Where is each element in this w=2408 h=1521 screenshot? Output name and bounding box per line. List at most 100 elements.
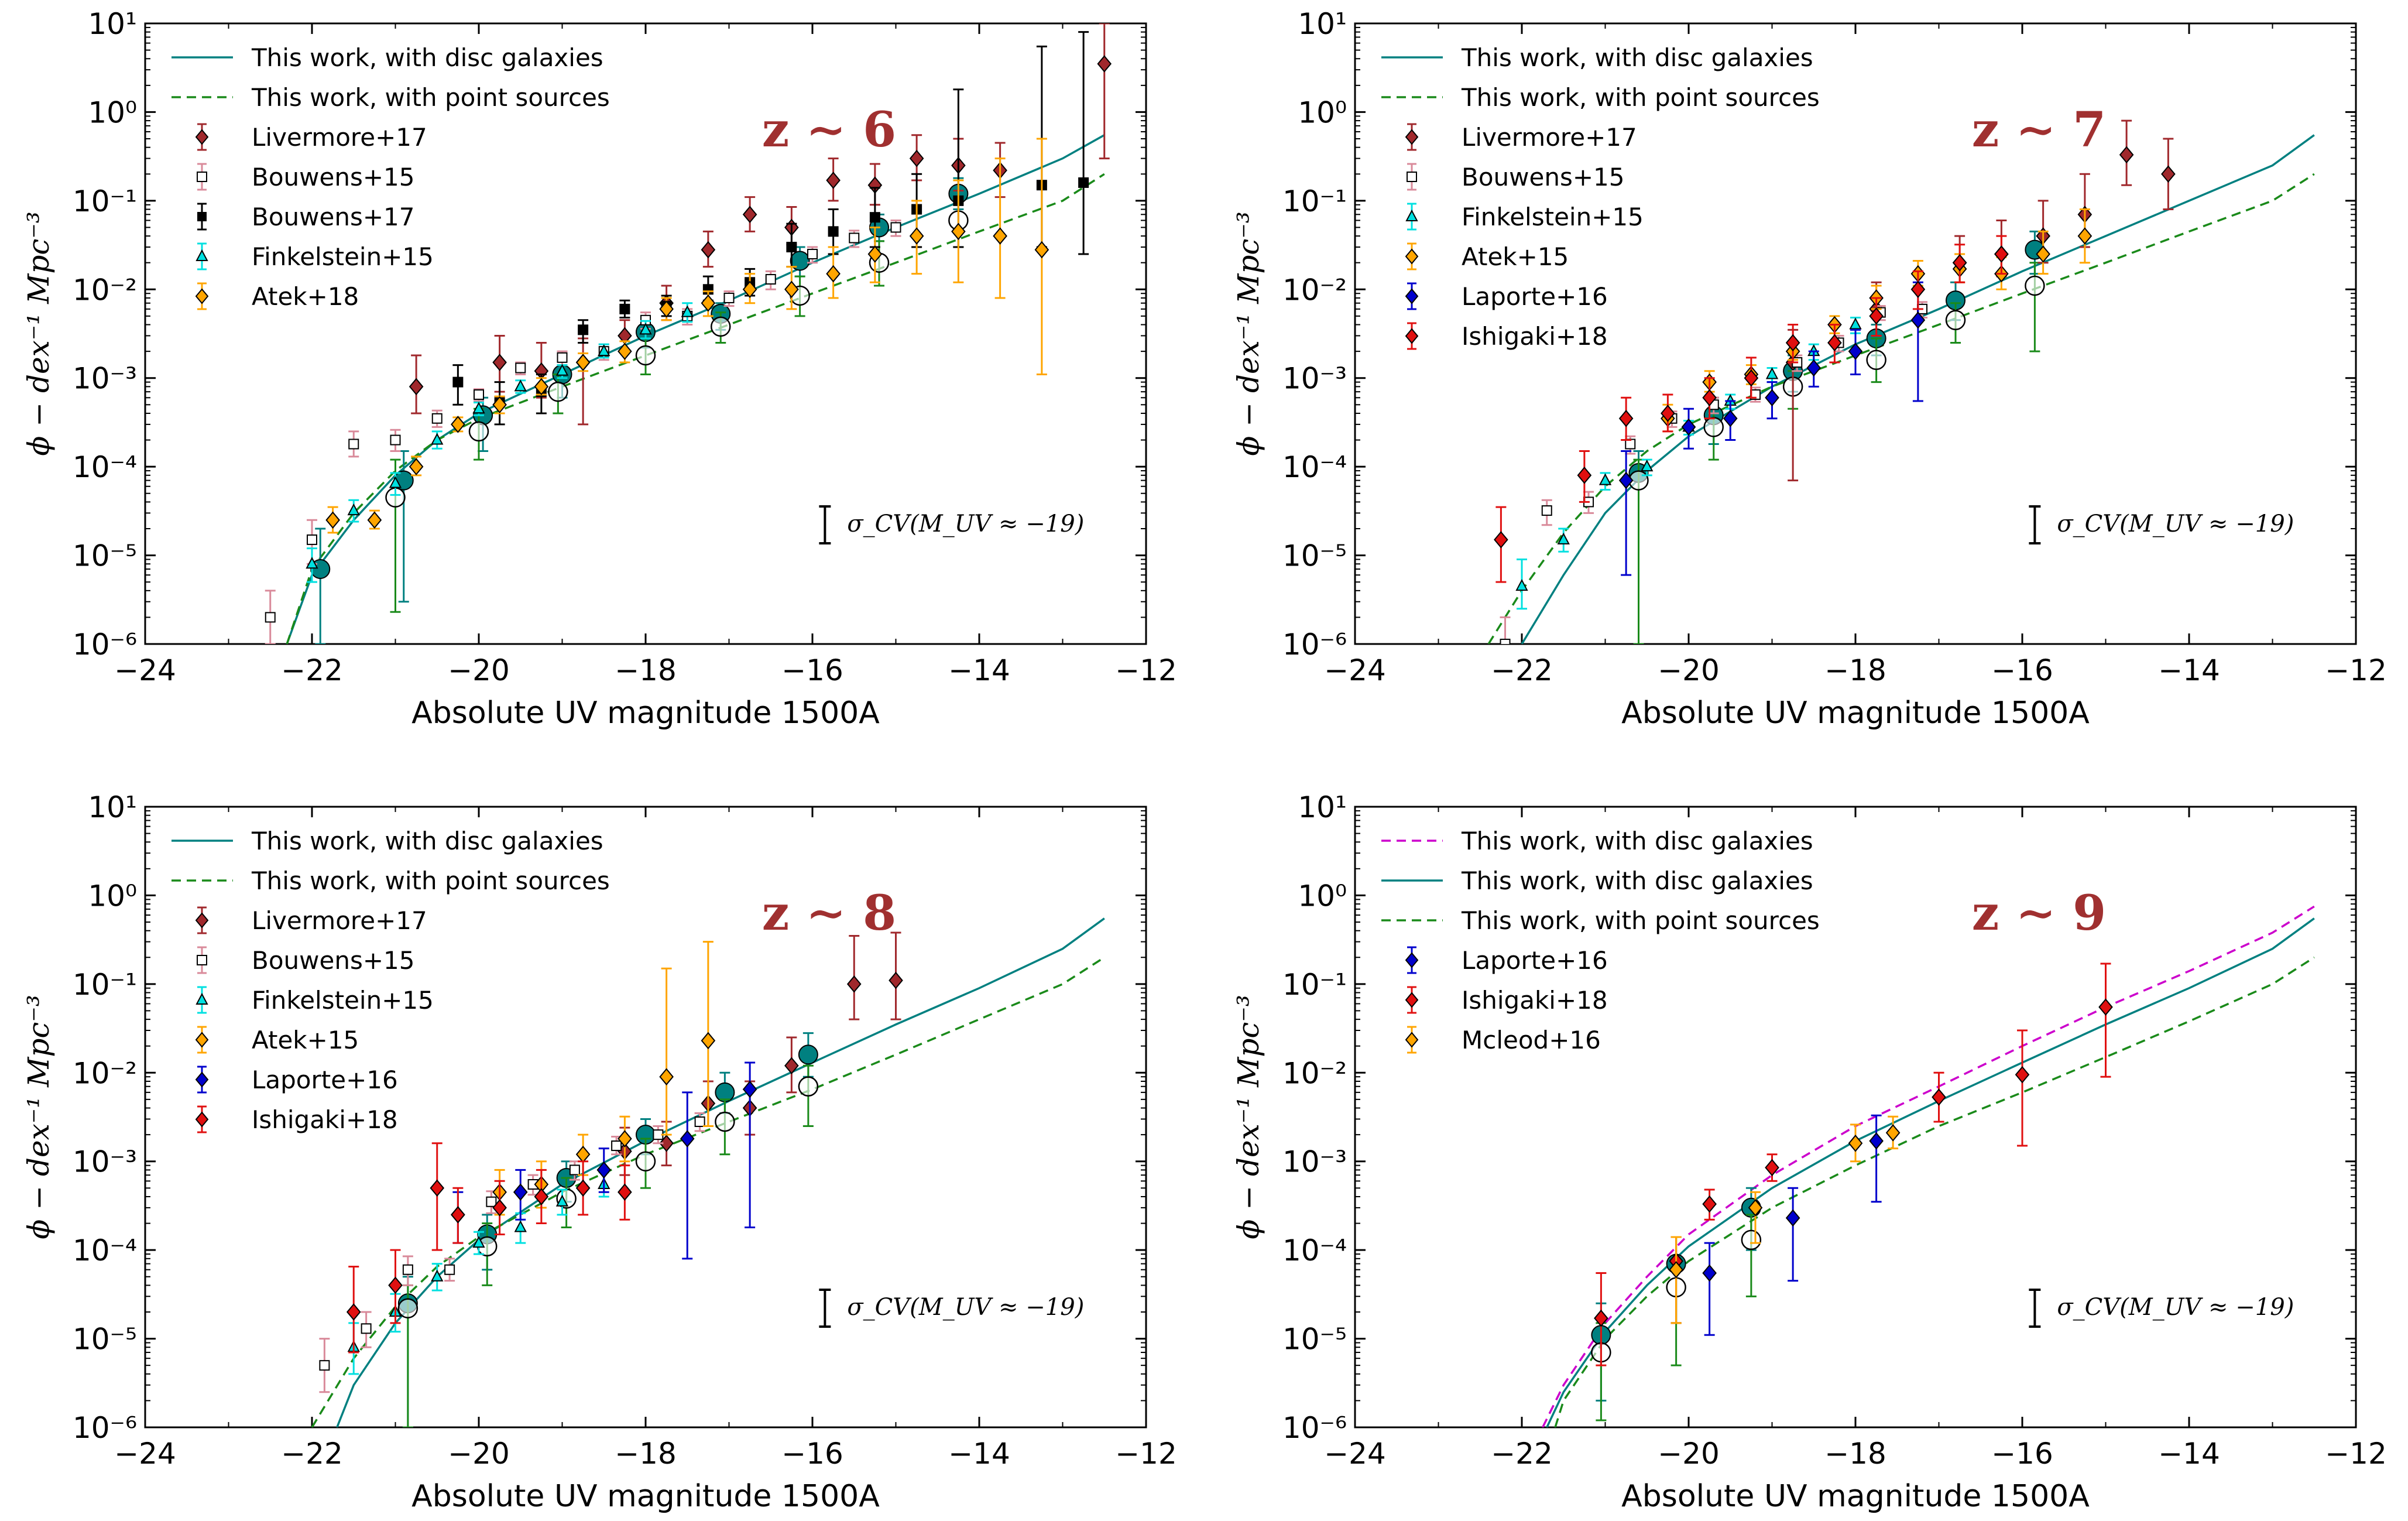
legend-marker-bouwens-17 <box>197 212 207 221</box>
x-tick-label: −14 <box>2158 653 2220 687</box>
data-point-ishigaki-18 <box>1618 409 1634 427</box>
legend-label-atek-15: Atek+15 <box>1462 242 1569 271</box>
y-tick-label: 10¹ <box>1298 7 1347 41</box>
legend-label-this-work-with-disc-galaxies: This work, with disc galaxies <box>1461 866 1813 895</box>
legend: This work, with disc galaxies This work, … <box>171 43 610 311</box>
data-point-bouwens-15 <box>611 1140 622 1152</box>
data-point-bouwens-15 <box>348 439 359 450</box>
legend-marker-livermore-17 <box>1405 129 1419 145</box>
data-point-finkelstein-15 <box>472 1236 485 1248</box>
legend-label-finkelstein-15: Finkelstein+15 <box>252 986 434 1015</box>
data-point-bouwens-15 <box>431 413 443 424</box>
data-point-bouwens-15 <box>319 1360 330 1371</box>
data-point-finkelstein-15 <box>1599 473 1612 485</box>
x-tick-label: −18 <box>1824 653 1886 687</box>
legend-label-livermore-17: Livermore+17 <box>252 123 427 152</box>
data-point-livermore-17 <box>1097 55 1112 73</box>
panel-title: z ∼ 6 <box>762 102 896 158</box>
data-point-laporte-16 <box>1681 418 1696 436</box>
data-point-finkelstein-15 <box>514 1220 527 1232</box>
data-point-laporte-16 <box>1785 1209 1800 1227</box>
data-point-bouwens-15 <box>569 1164 580 1176</box>
data-point-bouwens-15 <box>849 232 860 244</box>
data-point-this-work-with-point-sources <box>635 345 656 366</box>
y-tick-label: 10⁻² <box>1282 1056 1347 1090</box>
legend-label-livermore-17: Livermore+17 <box>252 906 427 935</box>
data-point-atek-18 <box>867 245 883 263</box>
legend-label-bouwens-15: Bouwens+15 <box>1462 163 1624 191</box>
data-point-this-work-with-point-sources <box>711 316 731 337</box>
panel-title: z ∼ 9 <box>1972 885 2106 941</box>
data-point-atek-18 <box>826 265 841 283</box>
data-point-this-work-with-point-sources <box>548 381 568 402</box>
data-point-finkelstein-15 <box>639 323 652 335</box>
data-point-this-work-with-point-sources <box>1945 310 1966 331</box>
data-point-atek-18 <box>534 378 549 396</box>
data-point-bouwens-15 <box>265 612 276 623</box>
data-point-finkelstein-15 <box>347 503 360 516</box>
x-tick-label: −20 <box>448 1437 510 1471</box>
panel-z-7: −24 −22 −20 −18 −16 −14 −12 10⁻⁶ 10⁻⁵ 10⁻⁴ 10⁻³ 10⁻… <box>1232 7 2387 731</box>
data-point-atek-18 <box>1034 241 1049 259</box>
legend-label-ishigaki-18: Ishigaki+18 <box>1462 986 1608 1015</box>
data-point-ishigaki-18 <box>1994 245 2009 263</box>
data-point-livermore-17 <box>742 205 757 224</box>
series-line-this-work-with-point-sources-dashed <box>286 173 1105 644</box>
data-point-bouwens-17 <box>578 324 589 335</box>
y-tick-label: 10⁻³ <box>73 362 137 396</box>
data-point-ishigaki-18 <box>1594 1309 1608 1327</box>
y-tick-label: 10⁻³ <box>1282 362 1347 396</box>
x-axis-label: Absolute UV magnitude 1500A <box>411 696 880 731</box>
data-point-this-work-with-disc-galaxies <box>798 1044 818 1065</box>
x-tick-label: −12 <box>2325 653 2387 687</box>
x-tick-label: −18 <box>615 1437 677 1471</box>
y-axis-label: ϕ − dex⁻¹ Mpc⁻³ <box>22 211 56 456</box>
data-point-ishigaki-18 <box>388 1276 403 1294</box>
data-point-bouwens-15 <box>444 1264 455 1275</box>
y-tick-label: 10⁻⁵ <box>1282 1323 1347 1356</box>
data-point-bouwens-15 <box>390 434 401 446</box>
data-point-atek-18 <box>492 396 507 414</box>
y-tick-label: 10⁻⁴ <box>1282 1234 1347 1268</box>
legend-label-this-work-with-disc-galaxies: This work, with disc galaxies <box>1461 43 1813 72</box>
x-tick-label: −12 <box>1115 653 1177 687</box>
x-tick-label: −24 <box>114 653 176 687</box>
data-point-atek-18 <box>575 354 591 371</box>
legend-label-this-work-with-disc-galaxies: This work, with disc galaxies <box>251 827 603 855</box>
data-point-finkelstein-15 <box>598 344 610 357</box>
y-tick-label: 10⁰ <box>1298 879 1347 913</box>
data-point-livermore-17 <box>826 172 841 189</box>
data-point-finkelstein-15 <box>1849 317 1862 330</box>
legend-label-this-work-with-disc-galaxies: This work, with disc galaxies <box>251 43 603 72</box>
data-point-this-work-with-point-sources <box>1741 1229 1762 1251</box>
legend-marker-ishigaki-18 <box>195 1111 209 1128</box>
x-tick-label: −22 <box>1491 653 1553 687</box>
x-tick-label: −24 <box>1324 1437 1386 1471</box>
y-tick-label: 10⁻⁴ <box>73 450 137 484</box>
legend-label-atek-18: Atek+18 <box>252 282 359 311</box>
legend: This work, with disc galaxies This work, … <box>1381 43 1820 351</box>
data-layer <box>311 917 1105 1427</box>
data-point-laporte-16 <box>1869 1132 1884 1150</box>
data-point-mcleod-16 <box>1885 1124 1901 1142</box>
data-point-bouwens-17 <box>619 303 630 314</box>
data-point-atek-15 <box>2036 245 2050 263</box>
data-point-finkelstein-15 <box>514 379 527 392</box>
data-point-bouwens-15 <box>557 352 568 363</box>
data-point-this-work-with-point-sources <box>397 1298 419 1318</box>
y-tick-label: 10⁻⁶ <box>73 1411 137 1445</box>
data-point-mcleod-16 <box>1748 1199 1763 1217</box>
legend-label-ishigaki-18: Ishigaki+18 <box>1462 322 1608 351</box>
x-tick-label: −18 <box>615 653 677 687</box>
y-tick-label: 10⁻⁶ <box>1282 1411 1347 1445</box>
data-point-this-work-with-point-sources <box>2025 275 2045 296</box>
data-point-livermore-17 <box>2161 165 2176 183</box>
y-tick-label: 10⁻¹ <box>73 968 137 1002</box>
data-point-atek-18 <box>325 511 340 529</box>
panel-title: z ∼ 8 <box>762 885 896 941</box>
data-point-bouwens-15 <box>765 274 776 285</box>
legend-label-atek-15: Atek+15 <box>252 1026 359 1054</box>
data-point-finkelstein-15 <box>555 1194 569 1207</box>
data-point-laporte-16 <box>1702 1264 1717 1282</box>
data-point-laporte-16 <box>1618 471 1634 489</box>
